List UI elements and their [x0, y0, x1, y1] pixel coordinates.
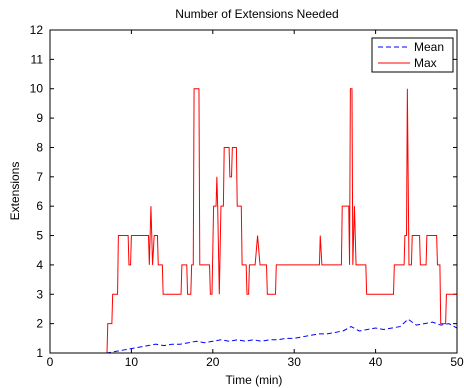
series-line-mean — [50, 318, 458, 354]
x-tick-label: 50 — [450, 355, 464, 369]
legend-label-max: Max — [414, 56, 437, 70]
chart-title: Number of Extensions Needed — [175, 7, 338, 21]
y-tick-label: 5 — [36, 229, 43, 243]
y-tick-label: 9 — [36, 111, 43, 125]
x-tick-label: 20 — [206, 355, 220, 369]
x-tick-label: 30 — [288, 355, 302, 369]
y-tick-label: 8 — [36, 140, 43, 154]
x-axis-label: Time (min) — [226, 373, 283, 387]
x-tick-label: 10 — [125, 355, 139, 369]
legend-label-mean: Mean — [414, 40, 444, 54]
y-tick-label: 4 — [36, 258, 43, 272]
plot-frame — [49, 29, 458, 354]
legend: Mean Max — [371, 37, 454, 73]
legend-box — [371, 37, 454, 73]
series-line-max — [50, 88, 457, 354]
y-tick-label: 6 — [36, 199, 43, 213]
x-tick-label: 40 — [369, 355, 383, 369]
y-axis-label: Extensions — [8, 162, 22, 221]
series-layer — [50, 88, 458, 354]
plot-area — [50, 30, 457, 353]
y-tick-label: 12 — [30, 23, 44, 37]
y-tick-label: 11 — [31, 52, 44, 66]
y-tick-label: 2 — [36, 317, 43, 331]
y-tick-label: 10 — [30, 82, 44, 96]
x-tick-label: 0 — [47, 355, 54, 369]
y-tick-label: 3 — [36, 287, 43, 301]
y-tick-label: 7 — [36, 170, 43, 184]
y-tick-label: 1 — [36, 346, 43, 360]
